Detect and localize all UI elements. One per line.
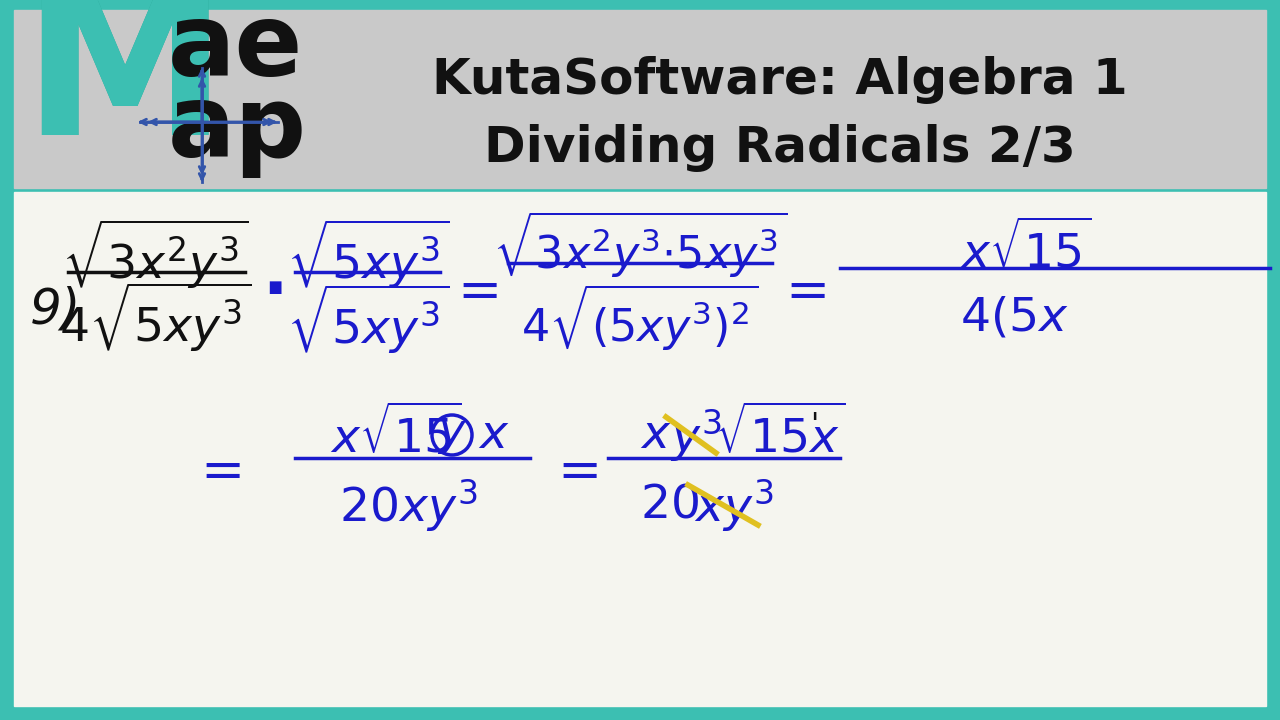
Text: ae: ae	[168, 0, 303, 97]
Text: ap: ap	[168, 81, 307, 178]
Text: $\sqrt{3x^2y^3{\cdot}5xy^3}$: $\sqrt{3x^2y^3{\cdot}5xy^3}$	[493, 210, 787, 280]
Text: $4\sqrt{(5xy^3)^2}$: $4\sqrt{(5xy^3)^2}$	[521, 283, 759, 353]
Text: $4\sqrt{5xy^3}$: $4\sqrt{5xy^3}$	[59, 281, 251, 355]
Text: $=$: $=$	[774, 264, 826, 316]
Text: KutaSoftware: Algebra 1: KutaSoftware: Algebra 1	[433, 56, 1128, 104]
Text: 9): 9)	[29, 286, 82, 334]
Text: $x$: $x$	[477, 413, 509, 457]
Text: $x\sqrt{15}$: $x\sqrt{15}$	[960, 222, 1092, 279]
Text: $y^3$: $y^3$	[669, 407, 722, 464]
Text: $xy^3$: $xy^3$	[694, 477, 773, 534]
Bar	[14, 10, 1266, 188]
Text: $x$: $x$	[640, 413, 672, 457]
Text: M: M	[22, 0, 227, 178]
Text: Dividing Radicals 2/3: Dividing Radicals 2/3	[484, 124, 1076, 172]
Text: $\sqrt{5xy^3}$: $\sqrt{5xy^3}$	[287, 218, 449, 292]
Text: $\sqrt{5xy^3}$: $\sqrt{5xy^3}$	[287, 283, 449, 357]
Text: $\sqrt{15x}$: $\sqrt{15x}$	[716, 407, 845, 464]
Text: $4(5x$: $4(5x$	[960, 295, 1069, 341]
Text: $=$: $=$	[447, 264, 498, 316]
Bar	[14, 192, 1266, 706]
Text: $y$: $y$	[436, 413, 467, 456]
Text: M: M	[22, 0, 227, 178]
Text: $20xy^3$: $20xy^3$	[339, 477, 477, 534]
Text: ': '	[810, 410, 818, 439]
Text: $20$: $20$	[640, 482, 699, 528]
Text: $\boldsymbol{\cdot}$: $\boldsymbol{\cdot}$	[261, 257, 283, 323]
Text: $=$: $=$	[547, 444, 598, 496]
Text: $\sqrt{3x^2y^3}$: $\sqrt{3x^2y^3}$	[61, 218, 248, 292]
Text: $=$: $=$	[189, 444, 241, 496]
Text: $x\sqrt{15}$: $x\sqrt{15}$	[330, 407, 462, 464]
